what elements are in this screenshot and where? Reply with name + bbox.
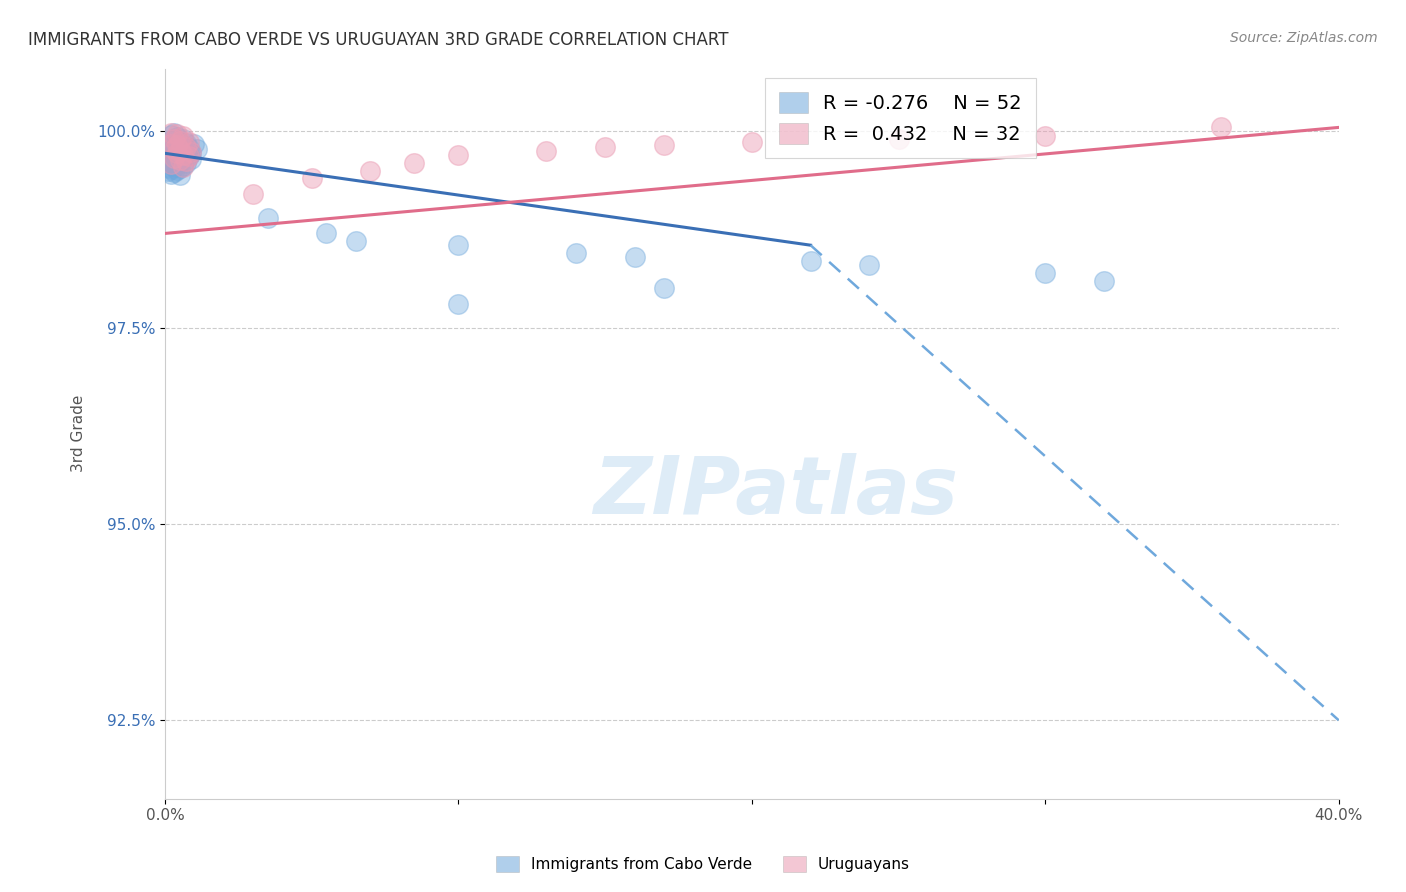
- Point: [169, 153, 191, 167]
- Point: [301, 171, 323, 186]
- Point: [1211, 120, 1233, 135]
- Legend: R = -0.276    N = 52, R =  0.432    N = 32: R = -0.276 N = 52, R = 0.432 N = 32: [765, 78, 1036, 158]
- Point: [652, 281, 675, 295]
- Point: [177, 149, 200, 163]
- Point: [166, 158, 188, 172]
- Point: [156, 153, 179, 168]
- Point: [166, 144, 188, 158]
- Text: ZIPatlas: ZIPatlas: [593, 453, 957, 531]
- Point: [652, 137, 675, 152]
- Point: [166, 129, 188, 144]
- Point: [163, 161, 186, 175]
- Point: [741, 135, 763, 149]
- Point: [256, 211, 278, 225]
- Point: [163, 142, 186, 156]
- Point: [404, 155, 426, 169]
- Point: [160, 149, 183, 163]
- Point: [177, 141, 200, 155]
- Point: [593, 140, 616, 154]
- Point: [163, 154, 186, 169]
- Point: [169, 143, 191, 157]
- Point: [1033, 266, 1056, 280]
- Point: [169, 168, 191, 182]
- Point: [163, 147, 186, 161]
- Point: [163, 132, 186, 146]
- Point: [166, 162, 188, 177]
- Point: [166, 138, 188, 153]
- Point: [177, 149, 200, 163]
- Point: [169, 161, 191, 176]
- Point: [183, 136, 205, 151]
- Point: [172, 148, 194, 162]
- Point: [180, 145, 202, 159]
- Point: [156, 164, 179, 178]
- Point: [172, 132, 194, 146]
- Text: IMMIGRANTS FROM CABO VERDE VS URUGUAYAN 3RD GRADE CORRELATION CHART: IMMIGRANTS FROM CABO VERDE VS URUGUAYAN …: [28, 31, 728, 49]
- Point: [315, 227, 337, 241]
- Point: [174, 154, 197, 169]
- Point: [169, 155, 191, 169]
- Point: [163, 165, 186, 179]
- Point: [160, 157, 183, 171]
- Legend: Immigrants from Cabo Verde, Uruguayans: Immigrants from Cabo Verde, Uruguayans: [488, 848, 918, 880]
- Point: [177, 136, 200, 150]
- Point: [180, 152, 202, 166]
- Point: [623, 250, 645, 264]
- Point: [160, 134, 183, 148]
- Point: [565, 246, 588, 260]
- Point: [156, 146, 179, 161]
- Point: [160, 157, 183, 171]
- Text: Source: ZipAtlas.com: Source: ZipAtlas.com: [1230, 31, 1378, 45]
- Point: [172, 129, 194, 144]
- Point: [160, 167, 183, 181]
- Point: [163, 126, 186, 140]
- Point: [180, 145, 202, 160]
- Point: [174, 140, 197, 154]
- Point: [344, 234, 367, 248]
- Point: [858, 258, 880, 272]
- Point: [166, 146, 188, 161]
- Point: [1033, 129, 1056, 144]
- Point: [172, 159, 194, 173]
- Point: [186, 142, 208, 156]
- Point: [166, 128, 188, 142]
- Point: [169, 134, 191, 148]
- Point: [174, 155, 197, 169]
- Point: [163, 151, 186, 165]
- Point: [160, 136, 183, 151]
- Point: [160, 126, 183, 140]
- Y-axis label: 3rd Grade: 3rd Grade: [72, 395, 86, 473]
- Point: [172, 161, 194, 175]
- Point: [169, 135, 191, 149]
- Point: [160, 161, 183, 176]
- Point: [169, 148, 191, 162]
- Point: [172, 140, 194, 154]
- Point: [536, 144, 558, 158]
- Point: [156, 160, 179, 174]
- Point: [887, 132, 910, 146]
- Point: [800, 253, 823, 268]
- Point: [359, 163, 381, 178]
- Point: [447, 148, 470, 162]
- Point: [242, 187, 264, 202]
- Point: [447, 297, 470, 311]
- Point: [160, 143, 183, 157]
- Point: [166, 150, 188, 164]
- Point: [160, 128, 183, 143]
- Point: [174, 145, 197, 159]
- Point: [447, 238, 470, 252]
- Point: [1092, 273, 1115, 287]
- Point: [174, 136, 197, 150]
- Point: [172, 151, 194, 165]
- Point: [163, 138, 186, 153]
